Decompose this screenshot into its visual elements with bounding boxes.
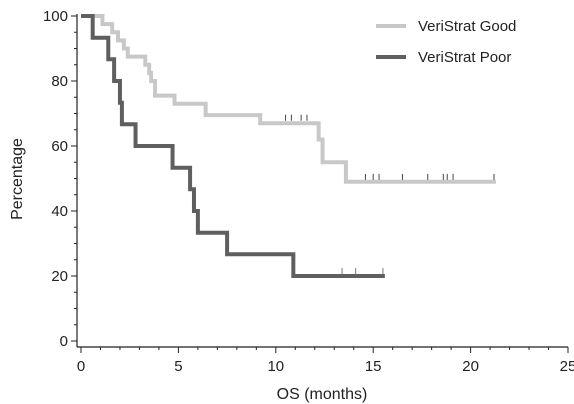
x-tick-label: 15 [365, 358, 382, 375]
y-tick-label: 0 [60, 333, 68, 350]
ticks: 0 5 10 15 20 25 0 20 40 60 80 100 [43, 8, 574, 375]
x-tick-label: 0 [77, 358, 85, 375]
y-axis-title: Percentage [9, 138, 26, 220]
y-tick-label: 60 [51, 138, 68, 155]
x-tick-label: 10 [267, 358, 284, 375]
legend: VeriStrat Good VeriStrat Poor [376, 18, 516, 66]
x-axis-title: OS (months) [277, 386, 368, 403]
series [81, 14, 496, 278]
series-line-veristrat-good [81, 14, 496, 184]
legend-label-good: VeriStrat Good [418, 18, 516, 35]
legend-label-poor: VeriStrat Poor [418, 49, 511, 66]
x-tick-label: 25 [560, 358, 574, 375]
y-tick-label: 100 [43, 8, 68, 25]
series-line-veristrat-poor [81, 14, 385, 278]
y-tick-label: 20 [51, 268, 68, 285]
x-tick-label: 20 [462, 358, 479, 375]
y-tick-label: 80 [51, 73, 68, 90]
x-tick-label: 5 [174, 358, 182, 375]
y-tick-label: 40 [51, 203, 68, 220]
